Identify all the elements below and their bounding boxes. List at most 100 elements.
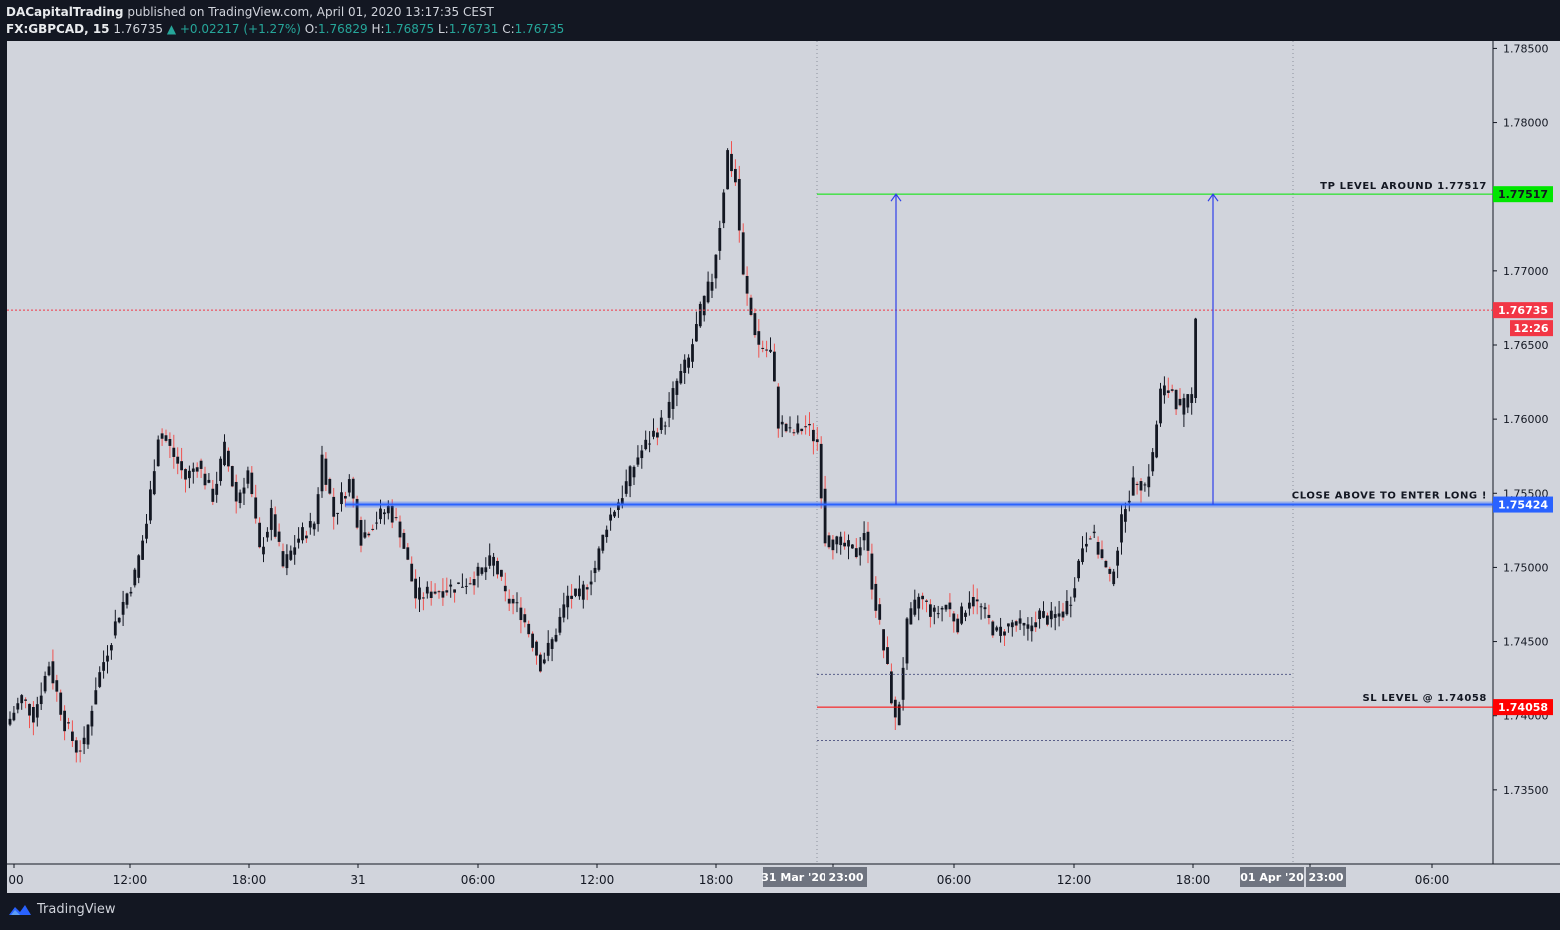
candle-body[interactable]	[16, 703, 20, 710]
candle-body[interactable]	[964, 612, 967, 617]
candle-body[interactable]	[995, 627, 999, 631]
candle-body[interactable]	[468, 583, 472, 585]
candle-body[interactable]	[78, 750, 82, 752]
candle-body[interactable]	[1170, 389, 1174, 391]
candle-body[interactable]	[1100, 549, 1104, 559]
candle-body[interactable]	[1190, 394, 1194, 403]
candle-body[interactable]	[297, 538, 300, 543]
candle-body[interactable]	[35, 704, 39, 718]
candle-body[interactable]	[480, 567, 484, 574]
candle-body[interactable]	[862, 533, 866, 541]
candle-body[interactable]	[562, 604, 566, 618]
candle-body[interactable]	[324, 458, 328, 485]
candle-body[interactable]	[156, 439, 160, 467]
candle-body[interactable]	[944, 604, 948, 610]
candle-body[interactable]	[207, 479, 211, 483]
candle-body[interactable]	[628, 466, 632, 487]
candle-body[interactable]	[1057, 613, 1061, 617]
candle-body[interactable]	[1030, 625, 1034, 632]
candle-body[interactable]	[20, 695, 24, 704]
candle-body[interactable]	[819, 443, 823, 499]
candle-body[interactable]	[581, 584, 585, 600]
candle-body[interactable]	[796, 423, 800, 433]
candle-body[interactable]	[800, 428, 804, 432]
candle-body[interactable]	[102, 662, 105, 671]
candle-body[interactable]	[133, 569, 137, 586]
candle-body[interactable]	[683, 359, 687, 373]
candle-body[interactable]	[453, 589, 456, 593]
candle-body[interactable]	[1081, 548, 1084, 563]
candle-body[interactable]	[890, 671, 893, 704]
candle-body[interactable]	[535, 641, 538, 656]
candle-body[interactable]	[1088, 538, 1092, 540]
candle-body[interactable]	[238, 492, 242, 504]
candle-body[interactable]	[843, 542, 846, 547]
candle-body[interactable]	[125, 593, 129, 605]
candle-body[interactable]	[640, 450, 644, 459]
candle-body[interactable]	[152, 471, 156, 495]
candle-body[interactable]	[1112, 571, 1116, 585]
candle-body[interactable]	[866, 531, 870, 551]
candle-body[interactable]	[12, 712, 16, 721]
candle-body[interactable]	[921, 595, 924, 600]
candle-body[interactable]	[656, 432, 659, 438]
candle-body[interactable]	[1038, 610, 1041, 620]
candle-body[interactable]	[414, 578, 417, 599]
candle-body[interactable]	[968, 602, 971, 609]
candle-body[interactable]	[929, 604, 932, 617]
candle-body[interactable]	[1069, 604, 1073, 606]
candle-body[interactable]	[788, 427, 792, 429]
candle-body[interactable]	[74, 740, 78, 753]
candle-body[interactable]	[1034, 622, 1038, 628]
candle-body[interactable]	[1007, 623, 1010, 627]
candle-body[interactable]	[671, 388, 675, 409]
candle-body[interactable]	[593, 567, 597, 574]
candle-body[interactable]	[188, 470, 191, 479]
candle-body[interactable]	[519, 607, 523, 621]
candle-body[interactable]	[199, 460, 203, 469]
candle-body[interactable]	[316, 494, 320, 525]
candle-body[interactable]	[293, 547, 297, 555]
candle-body[interactable]	[804, 426, 807, 428]
candle-body[interactable]	[1042, 611, 1045, 618]
candle-body[interactable]	[110, 645, 113, 651]
candle-body[interactable]	[585, 587, 589, 590]
candle-body[interactable]	[355, 498, 359, 528]
candle-body[interactable]	[726, 150, 729, 190]
candle-body[interactable]	[956, 618, 960, 633]
candle-body[interactable]	[121, 601, 125, 615]
candle-body[interactable]	[507, 598, 511, 604]
candle-body[interactable]	[730, 153, 733, 172]
candle-body[interactable]	[687, 357, 690, 368]
candle-body[interactable]	[281, 551, 285, 567]
price-axis[interactable]	[1493, 41, 1560, 864]
candle-body[interactable]	[1096, 541, 1100, 555]
candle-body[interactable]	[886, 647, 889, 664]
candle-body[interactable]	[106, 655, 109, 662]
candle-body[interactable]	[406, 547, 410, 560]
candle-body[interactable]	[371, 528, 375, 530]
candle-body[interactable]	[550, 639, 554, 649]
candle-body[interactable]	[523, 614, 527, 623]
footer-branding[interactable]: TradingView	[8, 902, 116, 917]
candle-body[interactable]	[301, 527, 304, 541]
candle-body[interactable]	[542, 659, 546, 664]
candle-body[interactable]	[476, 566, 480, 576]
candle-body[interactable]	[901, 667, 905, 700]
candle-body[interactable]	[246, 470, 250, 484]
candle-body[interactable]	[613, 511, 616, 517]
candle-body[interactable]	[223, 441, 226, 466]
candle-body[interactable]	[601, 534, 605, 551]
candle-body[interactable]	[492, 556, 495, 566]
candle-body[interactable]	[874, 583, 878, 611]
candle-body[interactable]	[784, 423, 788, 432]
candle-body[interactable]	[1085, 543, 1088, 547]
candle-body[interactable]	[461, 586, 464, 588]
candle-body[interactable]	[464, 585, 468, 587]
candle-body[interactable]	[1186, 394, 1190, 408]
candle-body[interactable]	[418, 587, 421, 600]
candle-body[interactable]	[160, 433, 164, 439]
candle-body[interactable]	[527, 623, 531, 635]
candle-body[interactable]	[847, 540, 850, 547]
candle-body[interactable]	[117, 617, 121, 623]
